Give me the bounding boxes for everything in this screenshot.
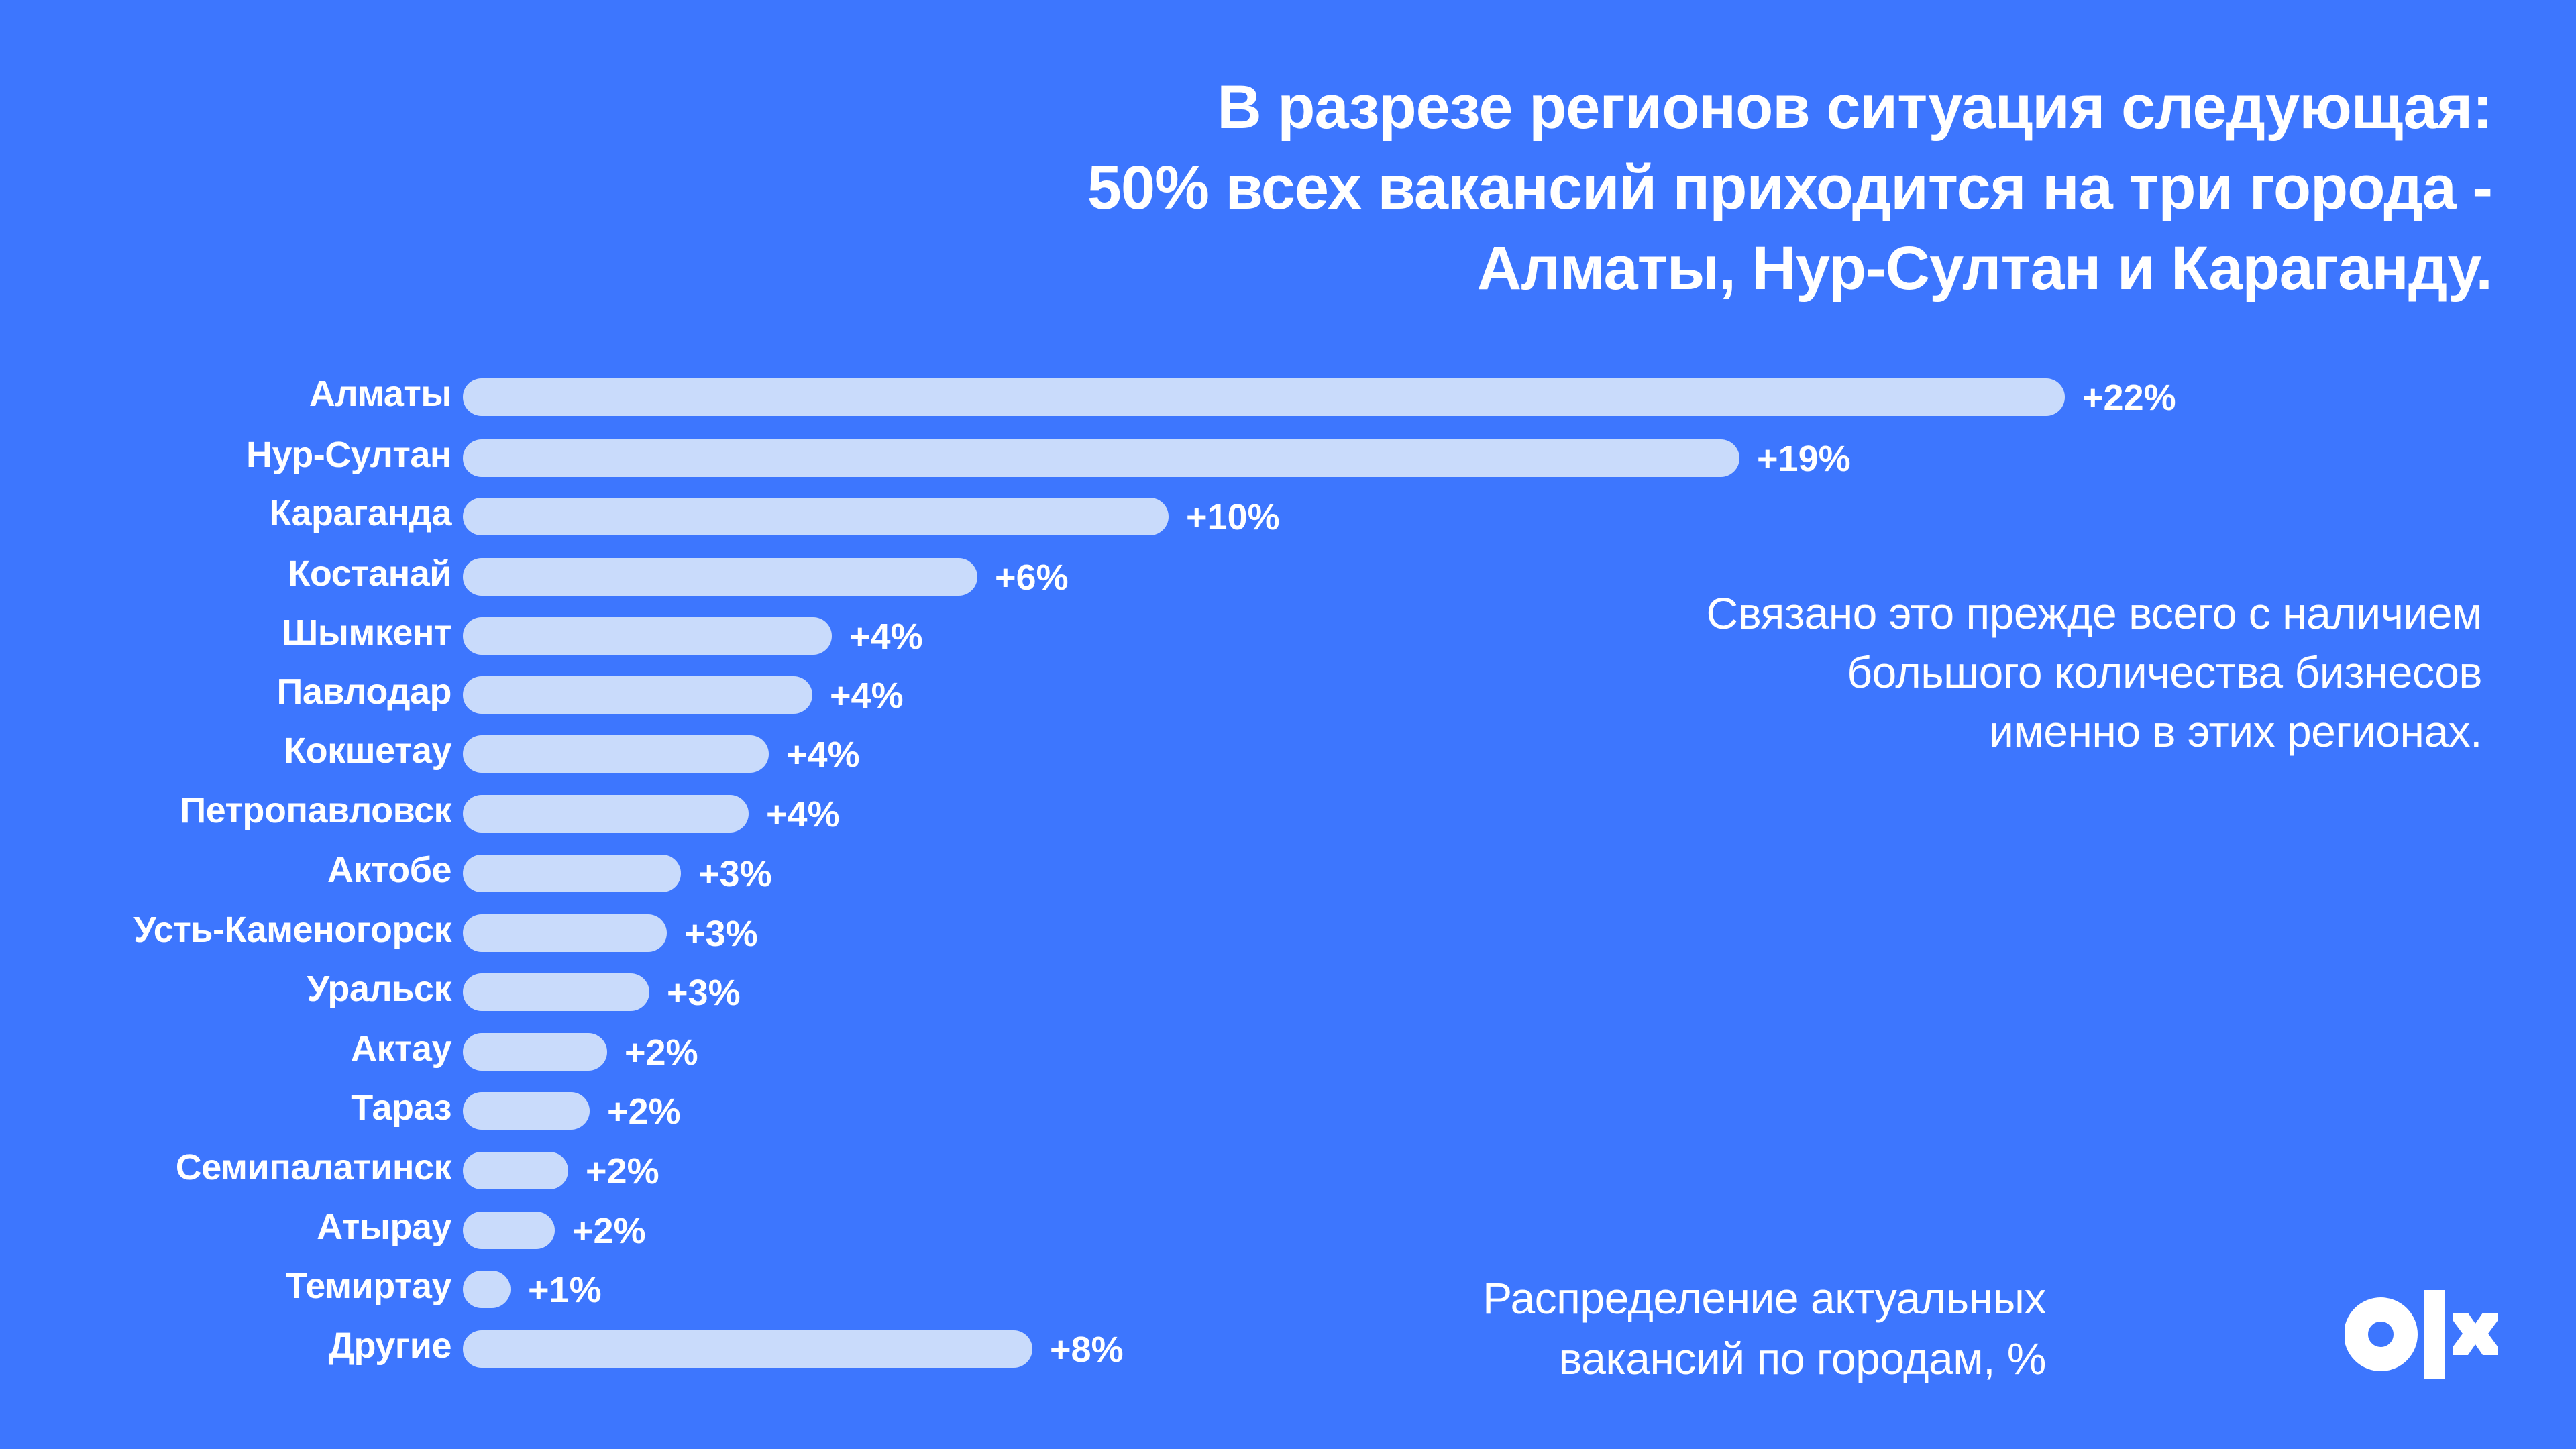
- value-label: +2%: [607, 1091, 681, 1132]
- bar: [463, 973, 649, 1011]
- chart-row: Тараз +2%: [0, 1087, 2576, 1132]
- chart-caption: Распределение актуальных вакансий по гор…: [1483, 1268, 2046, 1389]
- value-label: +10%: [1186, 497, 1280, 537]
- category-label: Алматы: [309, 374, 452, 414]
- category-label: Тараз: [351, 1087, 451, 1128]
- value-label: +3%: [684, 914, 758, 954]
- chart-row: Атырау +2%: [0, 1207, 2576, 1251]
- category-label: Кокшетау: [284, 731, 451, 771]
- category-label: Семипалатинск: [175, 1147, 452, 1187]
- category-label: Атырау: [317, 1207, 451, 1247]
- chart-row: Уральск +3%: [0, 969, 2576, 1013]
- value-label: +2%: [625, 1032, 698, 1073]
- title-line-3: Алматы, Нур-Султан и Караганду.: [1477, 234, 2493, 303]
- bar: [463, 914, 667, 952]
- bar: [463, 1212, 555, 1249]
- caption-line-1: Распределение актуальных: [1483, 1273, 2046, 1323]
- category-label: Павлодар: [276, 672, 452, 712]
- category-label: Уральск: [307, 969, 451, 1009]
- value-label: +6%: [995, 557, 1069, 598]
- value-label: +2%: [586, 1151, 659, 1191]
- note-line-3: именно в этих регионах.: [1989, 706, 2483, 756]
- category-label: Усть-Каменогорск: [133, 910, 451, 950]
- category-label: Костанай: [288, 553, 451, 594]
- bar: [463, 1330, 1032, 1368]
- bar: [463, 795, 749, 833]
- value-label: +22%: [2082, 378, 2176, 418]
- bar: [463, 1271, 511, 1308]
- chart-row: Павлодар +4%: [0, 672, 2576, 716]
- chart-row: Другие +8%: [0, 1326, 2576, 1370]
- note-line-2: большого количества бизнесов: [1847, 647, 2482, 697]
- caption-line-2: вакансий по городам, %: [1558, 1334, 2046, 1383]
- value-label: +1%: [528, 1270, 602, 1310]
- value-label: +4%: [849, 616, 923, 657]
- bar: [463, 498, 1169, 535]
- bar: [463, 676, 812, 714]
- value-label: +3%: [667, 973, 741, 1013]
- value-label: +4%: [766, 794, 840, 835]
- category-label: Шымкент: [282, 612, 451, 653]
- bar: [463, 1033, 607, 1071]
- chart-row: Шымкент +4%: [0, 612, 2576, 657]
- chart-row: Алматы +22%: [0, 374, 2576, 418]
- chart-row: Кокшетау +4%: [0, 731, 2576, 775]
- page-title: В разрезе регионов ситуация следующая: 5…: [1087, 67, 2493, 309]
- value-label: +3%: [698, 854, 772, 894]
- chart-row: Нур-Султан +19%: [0, 435, 2576, 479]
- value-label: +4%: [786, 735, 860, 775]
- category-label: Караганда: [269, 493, 451, 533]
- chart-row: Актобе +3%: [0, 850, 2576, 894]
- title-line-1: В разрезе регионов ситуация следующая:: [1217, 73, 2493, 142]
- bar: [463, 617, 832, 655]
- chart-row: Актау +2%: [0, 1028, 2576, 1073]
- bar: [463, 378, 2065, 416]
- bar: [463, 439, 1739, 477]
- explanation-note: Связано это прежде всего с наличием боль…: [1706, 584, 2483, 761]
- bar: [463, 855, 681, 892]
- chart-row: Темиртау +1%: [0, 1266, 2576, 1310]
- title-line-2: 50% всех вакансий приходится на три горо…: [1087, 154, 2493, 222]
- bar: [463, 1152, 568, 1189]
- category-label: Нур-Султан: [246, 435, 452, 475]
- olx-logo-icon: [2344, 1290, 2499, 1379]
- category-label: Петропавловск: [180, 790, 451, 830]
- chart-row: Петропавловск +4%: [0, 790, 2576, 835]
- value-label: +19%: [1757, 439, 1851, 479]
- bar: [463, 735, 769, 773]
- chart-row: Костанай +6%: [0, 553, 2576, 598]
- chart-row: Караганда +10%: [0, 493, 2576, 537]
- category-label: Актобе: [327, 850, 452, 890]
- category-label: Актау: [350, 1028, 452, 1069]
- chart-row: Усть-Каменогорск +3%: [0, 910, 2576, 954]
- category-label: Другие: [328, 1326, 452, 1366]
- category-label: Темиртау: [285, 1266, 451, 1306]
- value-label: +4%: [830, 676, 904, 716]
- bar: [463, 1092, 590, 1130]
- note-line-1: Связано это прежде всего с наличием: [1706, 588, 2483, 638]
- value-label: +8%: [1050, 1330, 1124, 1370]
- value-label: +2%: [572, 1211, 646, 1251]
- bar: [463, 558, 977, 596]
- chart-row: Семипалатинск +2%: [0, 1147, 2576, 1191]
